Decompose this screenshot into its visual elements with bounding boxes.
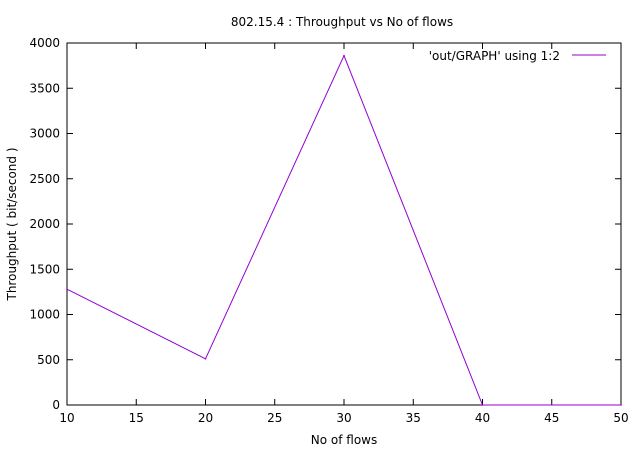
y-tick-label: 2000 [29,217,60,231]
x-tick-label: 35 [406,411,421,425]
y-tick-label: 1500 [29,262,60,276]
chart-title: 802.15.4 : Throughput vs No of flows [231,15,453,29]
series-points [66,54,622,406]
x-tick-label: 30 [336,411,351,425]
x-axis-label: No of flows [311,433,377,447]
series-line [66,54,621,406]
y-tick-label: 3000 [29,127,60,141]
x-axis: 10 15 20 25 30 35 40 45 50 [59,43,629,425]
x-tick-label: 10 [59,411,74,425]
x-tick-label: 25 [267,411,282,425]
y-tick-label: 3500 [29,81,60,95]
y-tick-label: 0 [52,398,60,412]
plot-area-frame [66,42,622,406]
y-axis: 0 500 1000 1500 2000 2500 3000 3500 4000 [29,36,621,412]
x-tick-label: 50 [613,411,628,425]
y-tick-label: 500 [37,353,60,367]
y-tick-label: 2500 [29,172,60,186]
y-tick-label: 4000 [29,36,60,50]
data-point [66,288,68,290]
data-point [481,404,484,406]
legend: 'out/GRAPH' using 1:2 [429,49,606,63]
x-tick-label: 20 [198,411,213,425]
legend-label: 'out/GRAPH' using 1:2 [429,49,560,63]
x-tick-label: 40 [475,411,490,425]
data-point [204,358,207,360]
data-point [343,54,345,57]
x-tick-label: 15 [129,411,144,425]
y-axis-label: Throughput ( bit/second ) [5,147,19,301]
data-point [620,404,622,406]
y-tick-label: 1000 [29,308,60,322]
x-tick-label: 45 [544,411,559,425]
